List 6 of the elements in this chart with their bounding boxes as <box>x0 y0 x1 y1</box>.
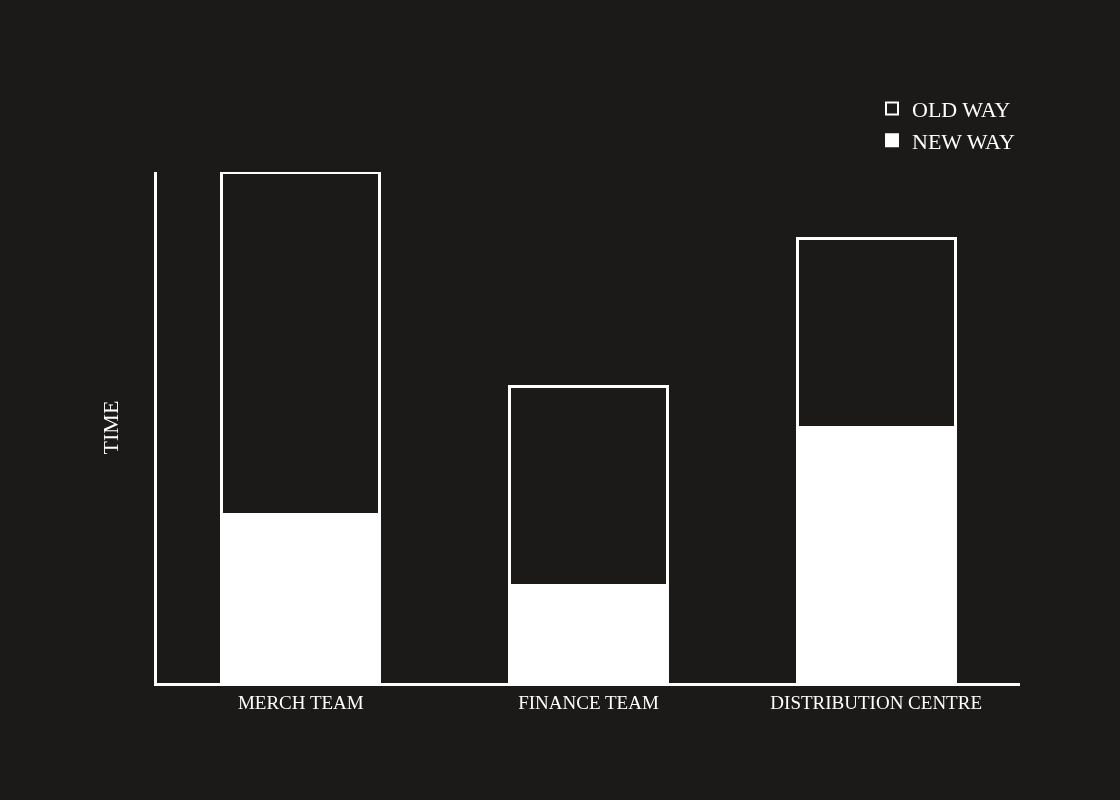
x-tick-label: DISTRIBUTION CENTRE <box>770 691 982 713</box>
legend-label: NEW WAY <box>912 128 1015 154</box>
y-axis-title: TIME <box>97 400 123 455</box>
x-tick-label: FINANCE TEAM <box>518 691 659 713</box>
x-tick-label: MERCH TEAM <box>237 691 364 713</box>
legend-label: OLD WAY <box>912 97 1011 123</box>
